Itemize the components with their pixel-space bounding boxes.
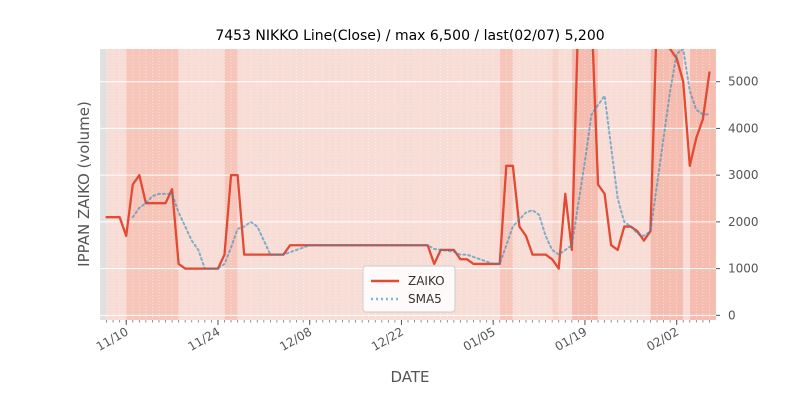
- y-axis-ticks: 0 1000 2000 3000 4000 5000: [716, 75, 759, 322]
- y-tick-label-1: 1000: [728, 262, 759, 276]
- plot-area: [99, 49, 717, 320]
- y-axis-label: IPPAN ZAIKO (volume): [75, 101, 93, 267]
- grid-layer: [99, 49, 717, 320]
- shaded-range-0: [100, 49, 107, 320]
- shaded-range-4: [552, 49, 559, 320]
- series-line-sma5: [131, 49, 711, 270]
- series-layer: [105, 49, 711, 270]
- y-tick-label-4: 4000: [728, 121, 759, 135]
- y-tick-label-2: 2000: [728, 215, 759, 229]
- legend-box: [362, 265, 456, 313]
- chart-title: 7453 NIKKO Line(Close) / max 6,500 / las…: [215, 28, 604, 44]
- y-tick-label-0: 0: [728, 308, 736, 322]
- x-axis-label: DATE: [390, 368, 429, 386]
- y-tick-label-3: 3000: [728, 168, 759, 182]
- y-tick-label-5: 5000: [728, 75, 759, 89]
- legend: ZAIKO SMA5: [362, 265, 456, 313]
- legend-sma5-label: SMA5: [408, 292, 442, 306]
- legend-zaiko-label: ZAIKO: [408, 274, 445, 288]
- shaded-range-6: [650, 49, 684, 320]
